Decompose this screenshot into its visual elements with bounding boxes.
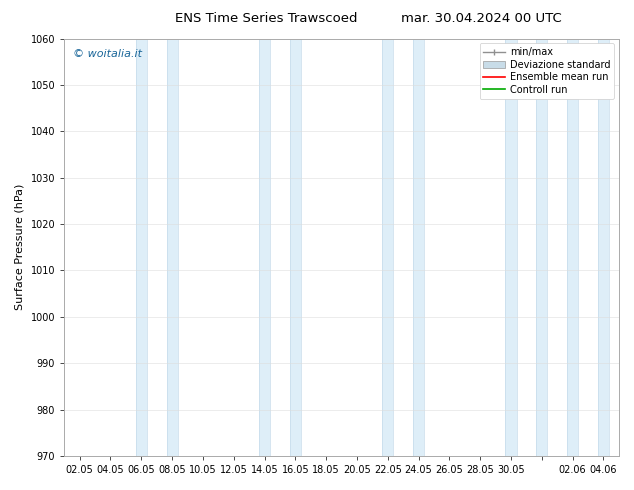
Text: ENS Time Series Trawscoed: ENS Time Series Trawscoed — [175, 12, 358, 25]
Bar — [567, 39, 578, 456]
Legend: min/max, Deviazione standard, Ensemble mean run, Controll run: min/max, Deviazione standard, Ensemble m… — [479, 44, 614, 98]
Text: © woitalia.it: © woitalia.it — [72, 49, 141, 59]
Bar — [167, 39, 178, 456]
Bar — [536, 39, 547, 456]
Bar — [382, 39, 393, 456]
Bar — [413, 39, 424, 456]
Bar — [505, 39, 517, 456]
Bar — [598, 39, 609, 456]
Text: mar. 30.04.2024 00 UTC: mar. 30.04.2024 00 UTC — [401, 12, 562, 25]
Bar — [290, 39, 301, 456]
Y-axis label: Surface Pressure (hPa): Surface Pressure (hPa) — [15, 184, 25, 311]
Bar — [259, 39, 270, 456]
Bar — [136, 39, 147, 456]
